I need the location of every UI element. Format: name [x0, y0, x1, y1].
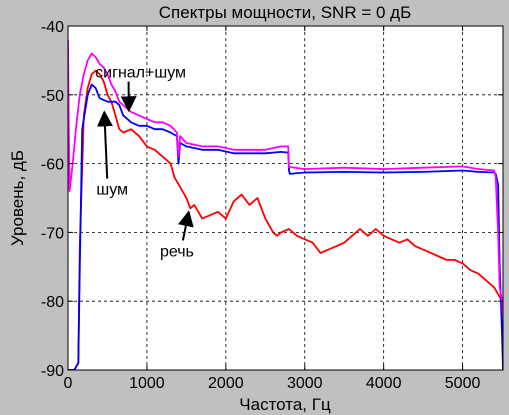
- series-group: [68, 39, 503, 370]
- chart-title: Спектры мощности, SNR = 0 дБ: [159, 3, 411, 22]
- annotation-label-noise: шум: [96, 182, 128, 199]
- x-tick-label: 0: [64, 375, 73, 392]
- annotations: сигнал+шум шум речь: [95, 65, 194, 261]
- x-axis-label: Частота, Гц: [239, 395, 331, 414]
- y-tick-label: -50: [41, 88, 64, 105]
- ticks: 0 1000 2000 3000 4000 5000 -90 -80 -70 -60 -50 -40: [41, 19, 503, 392]
- x-tick-label: 5000: [445, 375, 481, 392]
- annotation-arrow-speech: [178, 210, 194, 241]
- x-tick-label: 1000: [129, 375, 165, 392]
- x-tick-label: 3000: [287, 375, 323, 392]
- y-tick-label: -80: [41, 294, 64, 311]
- plot-area: [68, 26, 503, 370]
- y-tick-label: -70: [41, 225, 64, 242]
- series-line-speech: [68, 69, 503, 370]
- series-line-noise: [68, 83, 503, 370]
- annotation-label-speech: речь: [160, 243, 194, 260]
- annotation-label-signal_noise: сигнал+шум: [95, 65, 186, 82]
- annotation-arrow-noise: [96, 110, 113, 179]
- y-axis-label: Уровень, дБ: [8, 150, 27, 246]
- x-tick-label: 4000: [366, 375, 402, 392]
- x-tick-label: 2000: [208, 375, 244, 392]
- y-tick-label: -90: [41, 363, 64, 380]
- y-tick-label: -40: [41, 19, 64, 36]
- series-line-signal_noise: [68, 39, 503, 316]
- y-tick-label: -60: [41, 157, 64, 174]
- grid: [68, 26, 503, 370]
- plot-frame: [67, 25, 504, 371]
